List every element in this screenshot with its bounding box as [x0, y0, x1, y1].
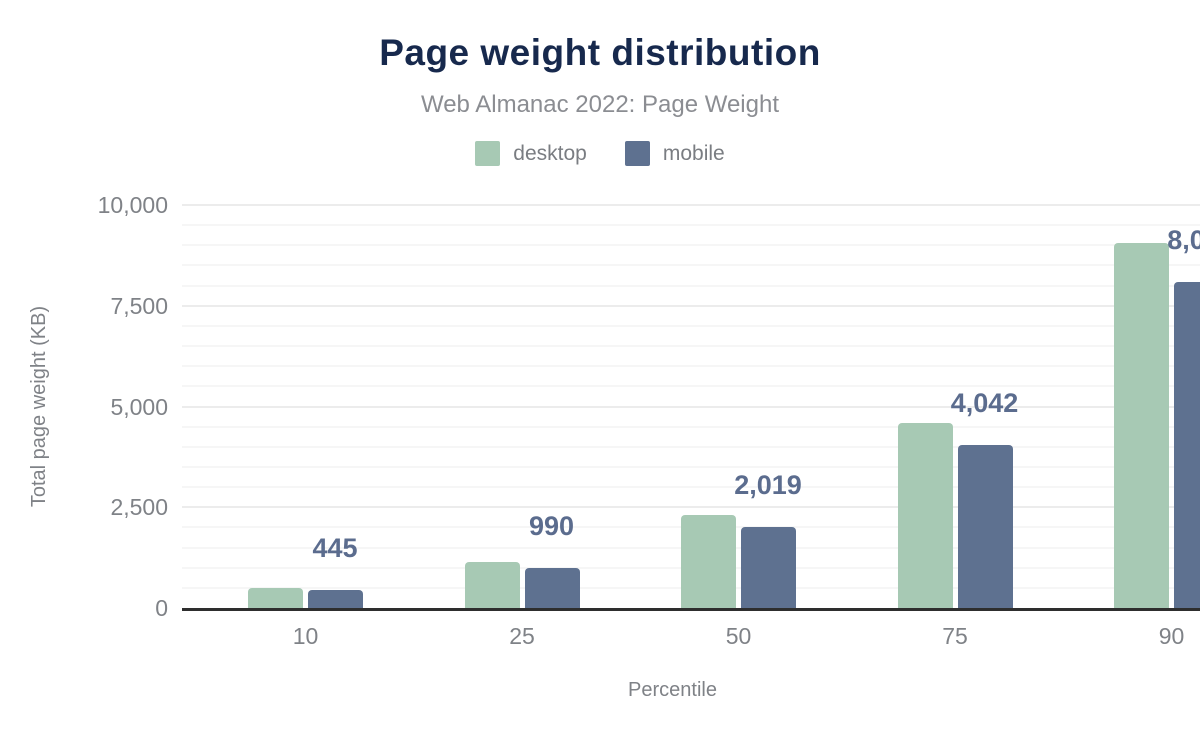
- bar-group-p75: 4,042 75: [897, 388, 1018, 649]
- data-label-p90: 8,082: [1167, 225, 1200, 256]
- major-gridline: [182, 304, 1200, 307]
- legend: desktop mobile: [0, 141, 1200, 166]
- bar-desktop-p10[interactable]: [248, 587, 303, 608]
- x-tick-label: 75: [942, 623, 968, 649]
- bar-mobile-p75[interactable]: [957, 445, 1013, 608]
- minor-gridline: [182, 345, 1200, 348]
- legend-swatch-mobile: [624, 141, 650, 166]
- legend-label: desktop: [513, 141, 587, 165]
- plot-area: 445 10 990 25 2,019 50 4,042 75 8,082 90: [182, 204, 1200, 649]
- y-tick-label: 5,000: [110, 393, 168, 420]
- x-axis-title: Percentile: [628, 679, 717, 701]
- minor-gridline: [182, 244, 1200, 247]
- legend-label: mobile: [662, 141, 725, 165]
- bar-group-p25: 990 25: [464, 511, 580, 649]
- legend-swatch-desktop: [475, 141, 501, 166]
- data-label-p10: 445: [312, 533, 358, 564]
- minor-gridline: [182, 324, 1200, 327]
- major-gridline: [182, 204, 1200, 206]
- major-gridline: [182, 506, 1200, 509]
- minor-gridline: [182, 264, 1200, 267]
- bar-group-p10: 445 10: [248, 533, 363, 649]
- minor-gridline: [182, 224, 1200, 227]
- bar-group-p50: 2,019 50: [681, 470, 802, 649]
- data-label-p75: 4,042: [950, 388, 1019, 419]
- data-label-p25: 990: [528, 511, 575, 542]
- y-tick-label: 10,000: [97, 192, 168, 218]
- y-tick-label: 0: [155, 595, 168, 621]
- bar-mobile-p90[interactable]: [1174, 282, 1200, 608]
- y-tick-label: 7,500: [110, 292, 168, 319]
- x-tick-label: 25: [509, 623, 535, 649]
- x-tick-label: 90: [1158, 623, 1185, 649]
- minor-gridline: [182, 425, 1200, 428]
- chart-title: Page weight distribution: [379, 32, 821, 73]
- minor-gridline: [182, 445, 1200, 448]
- x-tick-label: 50: [725, 623, 752, 649]
- bar-desktop-p90[interactable]: [1114, 243, 1169, 608]
- bar-group-p90: 8,082 90: [1114, 225, 1200, 649]
- minor-gridline: [182, 465, 1200, 468]
- legend-item-desktop[interactable]: desktop: [475, 141, 587, 166]
- bar-mobile-p50[interactable]: [741, 526, 796, 608]
- bar-mobile-p25[interactable]: [524, 568, 580, 608]
- bar-desktop-p50[interactable]: [681, 515, 736, 608]
- bar-mobile-p10[interactable]: [308, 590, 363, 608]
- x-tick-label: 10: [292, 623, 319, 649]
- y-tick-label: 2,500: [110, 494, 168, 521]
- bar-desktop-p25[interactable]: [464, 561, 520, 608]
- minor-gridline: [182, 385, 1200, 388]
- minor-gridline: [182, 284, 1200, 287]
- chart-subtitle: Web Almanac 2022: Page Weight: [420, 91, 779, 118]
- minor-gridline: [182, 486, 1200, 489]
- major-gridline: [182, 405, 1200, 408]
- legend-item-mobile[interactable]: mobile: [624, 141, 725, 166]
- minor-gridline: [182, 365, 1200, 368]
- data-label-p50: 2,019: [734, 469, 802, 500]
- bar-desktop-p75[interactable]: [897, 422, 953, 608]
